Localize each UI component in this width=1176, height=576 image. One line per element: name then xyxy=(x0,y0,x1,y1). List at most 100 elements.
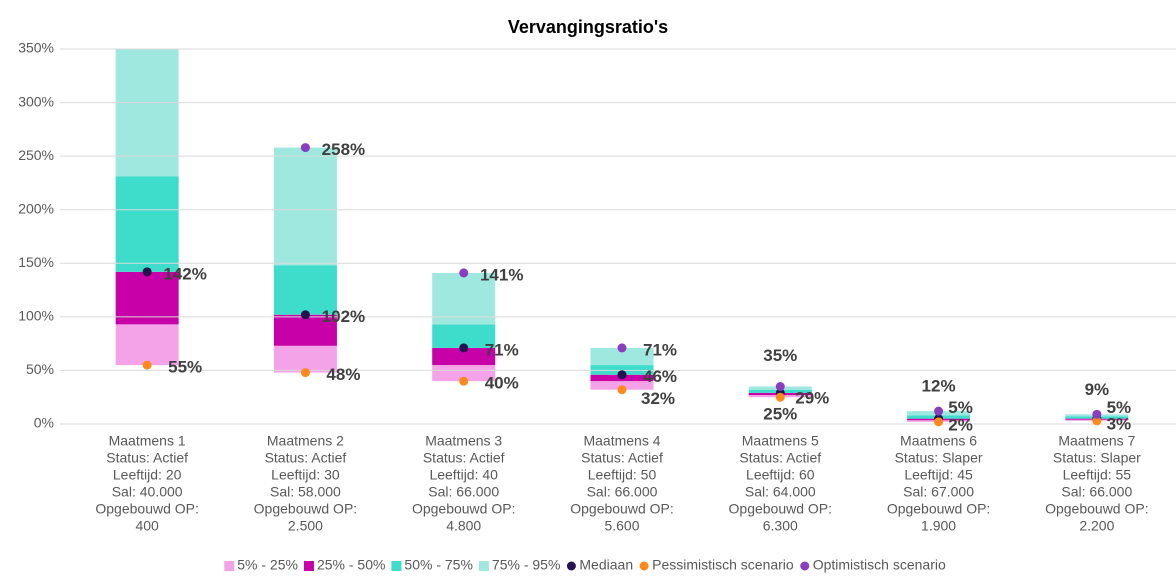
x-tick-label: Status: Actief xyxy=(581,450,663,466)
x-tick-label: Sal: 58.000 xyxy=(270,484,341,500)
x-tick-label: Sal: 64.000 xyxy=(745,484,816,500)
x-tick-label: Opgebouwd OP: xyxy=(412,501,516,517)
bar-segment xyxy=(273,147,337,266)
x-tick-label: Maatmens 2 xyxy=(267,433,344,449)
y-tick-label: 0% xyxy=(34,415,54,431)
data-label: 9% xyxy=(1085,380,1110,399)
legend-label: 50% - 75% xyxy=(404,557,472,573)
x-tick-label: Maatmens 3 xyxy=(425,433,502,449)
x-tick-label: Sal: 67.000 xyxy=(903,484,974,500)
data-label: 40% xyxy=(485,374,519,393)
x-tick-label: Sal: 66.000 xyxy=(587,484,658,500)
x-tick-label: 4.800 xyxy=(446,518,481,534)
data-label: 102% xyxy=(322,307,365,326)
x-tick-label: Opgebouwd OP: xyxy=(254,501,358,517)
bar-segment xyxy=(590,365,654,375)
data-label: 25% xyxy=(763,405,797,424)
data-label: 3% xyxy=(1107,414,1132,433)
legend-marker xyxy=(224,561,235,571)
data-label: 141% xyxy=(480,265,523,284)
x-tick-label: Status: Actief xyxy=(106,450,188,466)
legend-marker xyxy=(800,561,810,571)
x-tick-label: Maatmens 7 xyxy=(1058,433,1135,449)
bar-segment xyxy=(432,365,496,382)
data-point xyxy=(617,370,627,380)
data-label: 71% xyxy=(643,340,677,359)
data-point xyxy=(934,417,944,427)
data-point xyxy=(775,392,785,402)
data-label: 46% xyxy=(643,367,677,386)
x-tick-label: 6.300 xyxy=(763,518,798,534)
x-tick-label: Status: Actief xyxy=(265,450,347,466)
legend-marker xyxy=(303,561,314,571)
legend-label: Pessimistisch scenario xyxy=(652,557,794,573)
legend: 5% - 25% 25% - 50% 50% - 75% 75% - 95% Media… xyxy=(224,557,946,573)
data-point xyxy=(617,385,627,395)
data-point xyxy=(300,310,310,320)
y-tick-label: 150% xyxy=(18,254,54,270)
y-tick-label: 200% xyxy=(18,200,54,216)
legend-marker xyxy=(391,561,402,571)
bar-segment xyxy=(432,324,496,348)
x-tick-label: Leeftijd: 30 xyxy=(271,467,340,483)
x-tick-label: Status: Actief xyxy=(423,450,505,466)
x-tick-label: Leeftijd: 50 xyxy=(588,467,657,483)
x-tick-label: Leeftijd: 45 xyxy=(904,467,973,483)
legend-label: Mediaan xyxy=(579,557,633,573)
x-tick-label: 400 xyxy=(135,518,159,534)
bar-segment xyxy=(115,271,179,325)
x-tick-label: Opgebouwd OP: xyxy=(570,501,674,517)
data-point xyxy=(1092,409,1102,419)
data-point xyxy=(775,382,785,391)
data-label: 258% xyxy=(322,140,365,159)
x-tick-label: Opgebouwd OP: xyxy=(729,501,833,517)
data-point xyxy=(1092,416,1102,426)
chart-title: Vervangingsratio's xyxy=(508,17,668,37)
x-tick-label: Sal: 40.000 xyxy=(112,484,183,500)
data-label: 142% xyxy=(163,264,206,283)
data-label: 5% xyxy=(1107,398,1132,417)
bar-segment xyxy=(590,347,654,366)
x-tick-label: Leeftijd: 40 xyxy=(429,467,498,483)
y-tick-label: 250% xyxy=(18,147,54,163)
legend-marker xyxy=(639,561,649,571)
x-tick-label: Leeftijd: 55 xyxy=(1063,467,1132,483)
x-tick-label: Status: Slaper xyxy=(1053,450,1141,466)
bar-segment xyxy=(115,176,179,272)
bar-segment xyxy=(115,324,179,366)
data-point xyxy=(300,143,310,153)
data-label: 35% xyxy=(763,346,797,365)
x-tick-label: 2.500 xyxy=(288,518,323,534)
data-label: 2% xyxy=(948,415,973,434)
data-point xyxy=(142,360,152,370)
x-tick-label: Maatmens 4 xyxy=(583,433,660,449)
legend-label: 5% - 25% xyxy=(237,557,298,573)
data-label: 71% xyxy=(485,340,519,359)
x-tick-label: Sal: 66.000 xyxy=(428,484,499,500)
x-tick-label: Leeftijd: 60 xyxy=(746,467,815,483)
x-tick-label: Opgebouwd OP: xyxy=(887,501,991,517)
data-point xyxy=(617,343,627,353)
x-tick-label: Opgebouwd OP: xyxy=(95,501,199,517)
bar-segment xyxy=(432,347,496,366)
legend-label: 25% - 50% xyxy=(317,557,385,573)
x-tick-label: Sal: 66.000 xyxy=(1061,484,1132,500)
x-tick-label: Opgebouwd OP: xyxy=(1045,501,1149,517)
x-tick-label: 1.900 xyxy=(921,518,956,534)
x-tick-label: Leeftijd: 20 xyxy=(113,467,182,483)
bar-segment xyxy=(273,265,337,315)
y-tick-label: 300% xyxy=(18,93,54,109)
y-tick-label: 50% xyxy=(26,361,54,377)
data-label: 29% xyxy=(795,388,829,407)
y-tick-label: 350% xyxy=(18,40,54,56)
x-tick-label: Status: Actief xyxy=(739,450,821,466)
data-label: 48% xyxy=(326,365,360,384)
bar-segment xyxy=(115,49,179,177)
plot-area xyxy=(115,49,1129,422)
legend-marker xyxy=(478,561,489,571)
data-point xyxy=(300,368,310,378)
data-label: 32% xyxy=(641,389,675,408)
legend-label: Optimistisch scenario xyxy=(813,557,946,573)
data-point xyxy=(142,267,152,277)
